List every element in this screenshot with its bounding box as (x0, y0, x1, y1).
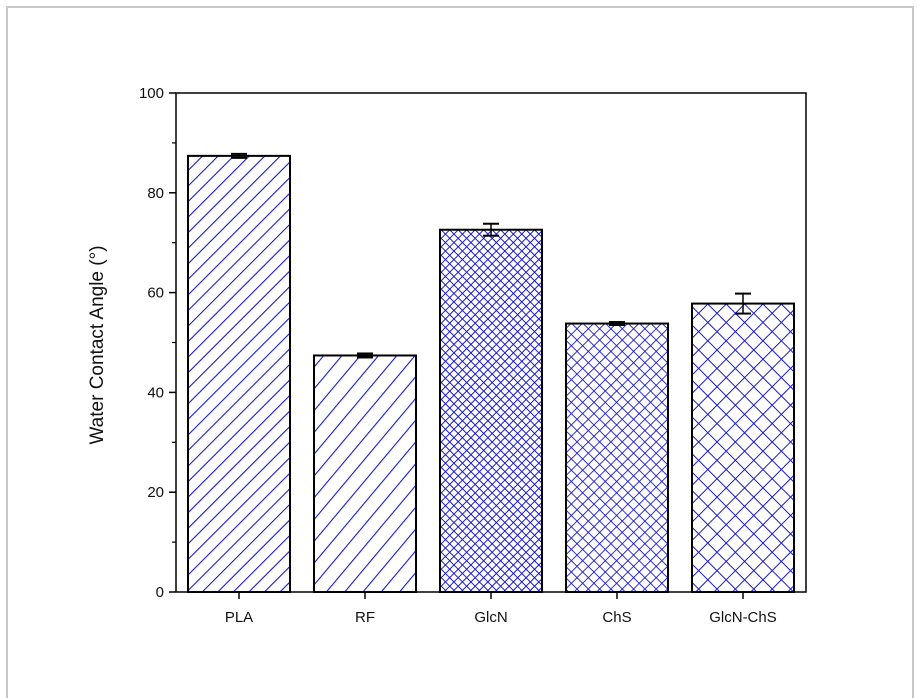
axes-layer: PLA RF GlcN ChS GlcN-ChS 0 20 40 60 80 100 (139, 85, 807, 626)
error-bar-glcn (483, 222, 499, 237)
x-tick-label: RF (355, 609, 375, 626)
y-tick-label: 40 (147, 384, 164, 401)
bar-glcn (439, 228, 543, 593)
y-axis-label: Water Contact Angle (°) (87, 245, 108, 444)
y-tick-label: 20 (147, 484, 164, 501)
error-bar-pla (231, 152, 247, 159)
y-tick-label: 60 (147, 285, 164, 302)
error-bar-chs (609, 321, 625, 327)
y-tick-label: 100 (139, 85, 164, 102)
bar-pla (187, 154, 291, 593)
error-bars-layer (231, 152, 751, 359)
error-bar-glcn-chs (735, 292, 751, 315)
y-tick-label: 80 (147, 185, 164, 202)
bar-chs (565, 322, 669, 593)
x-tick-label: GlcN-ChS (709, 609, 777, 626)
y-tick-label: 0 (156, 584, 164, 601)
bars-layer (187, 154, 795, 593)
error-bar-rf (357, 352, 373, 359)
bar-rf (313, 354, 417, 593)
bar-glcn-chs (691, 302, 795, 593)
x-tick-label: ChS (602, 609, 631, 626)
x-tick-label: PLA (225, 609, 253, 626)
x-tick-label: GlcN (474, 609, 507, 626)
